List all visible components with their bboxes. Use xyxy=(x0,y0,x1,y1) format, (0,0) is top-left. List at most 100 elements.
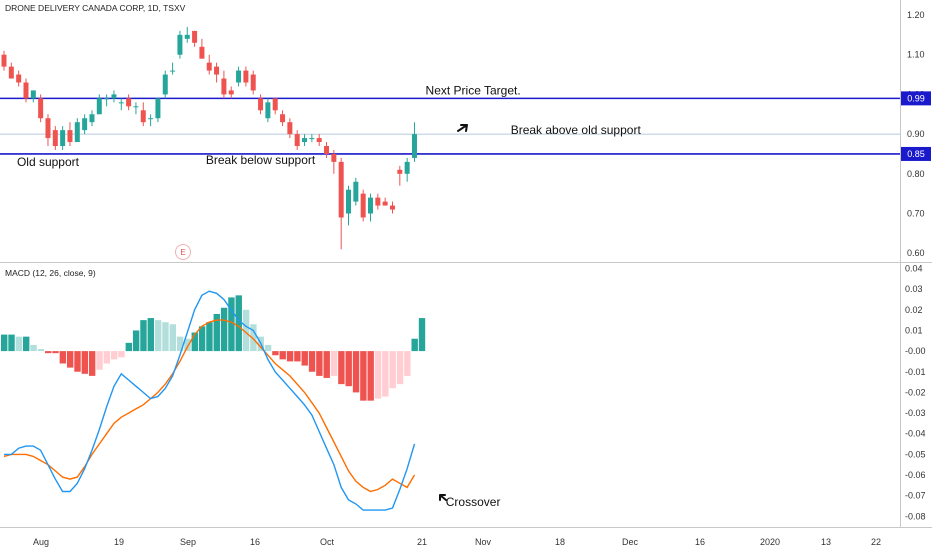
price-axis-tick-label: 0.90 xyxy=(907,129,925,139)
macd-histogram-bar xyxy=(59,351,67,364)
crossover-arrow-icon xyxy=(439,494,447,501)
candle xyxy=(38,94,44,123)
candle xyxy=(111,90,117,103)
candle xyxy=(331,149,337,174)
macd-histogram-bar xyxy=(81,351,89,374)
level-price-badge xyxy=(901,91,931,106)
candle xyxy=(382,197,388,206)
macd-histogram-bar xyxy=(66,351,74,368)
macd-axis-tick-label: -0.06 xyxy=(905,470,926,480)
candle-body xyxy=(8,66,14,79)
macd-axis-tick-label: 0.03 xyxy=(905,284,923,294)
candle-body xyxy=(170,70,176,72)
macd-histogram-bar xyxy=(140,320,147,352)
price-annotation: Next Price Target. xyxy=(426,83,521,97)
price-axis: 1.201.101.000.900.800.700.60 xyxy=(907,10,925,258)
macd-histogram-bar xyxy=(316,351,323,376)
candle-body xyxy=(368,197,373,214)
macd-histogram-bar xyxy=(184,338,191,352)
candle-body xyxy=(111,94,117,99)
candlestick-series xyxy=(1,26,417,250)
candle-body xyxy=(45,118,51,139)
candle xyxy=(206,54,212,75)
earnings-marker[interactable]: E xyxy=(175,244,191,260)
candle-body xyxy=(60,130,66,147)
candle xyxy=(214,62,220,83)
candle-body xyxy=(360,193,366,218)
macd-histogram-bar xyxy=(338,351,345,385)
macd-histogram-bar xyxy=(242,309,250,352)
price-annotation: Old support xyxy=(17,155,80,169)
macd-histogram-bar xyxy=(213,313,220,352)
macd-histogram-bar xyxy=(154,320,162,352)
macd-histogram-bar xyxy=(118,351,125,358)
candle-body xyxy=(184,34,190,39)
macd-histogram-bar xyxy=(228,297,235,352)
candle xyxy=(192,30,198,47)
macd-histogram-bar xyxy=(147,318,154,352)
candle xyxy=(338,157,344,250)
macd-axis-tick-label: 0.01 xyxy=(905,325,923,335)
time-axis-tick-label: 16 xyxy=(250,537,260,547)
time-axis-tick-label: 16 xyxy=(695,537,705,547)
macd-histogram-bar xyxy=(88,351,96,376)
time-axis-tick-label: 21 xyxy=(417,537,427,547)
candle-body xyxy=(148,118,154,120)
time-axis-tick-label: 18 xyxy=(555,537,565,547)
time-axis-tick-label: Sep xyxy=(180,537,196,547)
macd-histogram-bar xyxy=(250,324,257,352)
candle-body xyxy=(309,138,315,140)
macd-histogram-bar xyxy=(198,326,206,352)
candle-body xyxy=(126,98,132,107)
candle-body xyxy=(96,98,102,115)
time-axis-tick-label: Aug xyxy=(33,537,49,547)
candle xyxy=(243,66,249,87)
macd-histogram-bar xyxy=(132,330,140,352)
candle xyxy=(155,98,161,123)
up-arrow-icon xyxy=(457,124,468,132)
macd-axis-tick-label: -0.02 xyxy=(905,387,926,397)
macd-histogram-bar xyxy=(52,351,59,354)
candle-body xyxy=(294,134,300,147)
macd-indicator-label: MACD (12, 26, close, 9) xyxy=(5,268,96,278)
candle xyxy=(60,126,66,150)
macd-line xyxy=(4,290,416,511)
candle xyxy=(1,50,7,71)
candle xyxy=(302,134,308,147)
level-price-badge-label: 0.85 xyxy=(907,149,925,159)
time-axis-tick-label: Nov xyxy=(475,537,492,547)
macd-histogram-bar xyxy=(360,351,367,401)
macd-histogram-bar xyxy=(30,344,37,352)
candle-body xyxy=(316,138,322,143)
macd-histogram-bar xyxy=(264,344,272,352)
macd-histogram-bar xyxy=(235,295,242,352)
candle xyxy=(104,94,110,107)
candle xyxy=(23,78,29,103)
macd-histogram xyxy=(1,295,426,401)
macd-histogram-bar xyxy=(330,351,338,376)
macd-axis: 0.04 0.03 0.02 0.01 -0.00 -0.01 -0.02 -0.03 -0.0… xyxy=(905,264,926,522)
candle-body xyxy=(411,134,417,158)
candle-body xyxy=(1,54,7,67)
macd-histogram-bar xyxy=(367,351,374,401)
candle xyxy=(360,189,366,222)
candle xyxy=(74,118,80,143)
candle-body xyxy=(16,74,22,83)
candle-body xyxy=(30,90,36,99)
price-annotation: Break below support xyxy=(206,153,316,167)
candle xyxy=(236,66,242,87)
macd-histogram-bar xyxy=(162,322,169,352)
candle xyxy=(177,30,183,59)
candle-body xyxy=(382,201,388,206)
price-axis-tick-label: 1.10 xyxy=(907,50,925,60)
macd-histogram-bar xyxy=(374,351,382,399)
annotations: Next Price Target. Break above old suppor… xyxy=(17,83,641,508)
candle-body xyxy=(67,130,73,143)
candle xyxy=(89,110,95,127)
candle-body xyxy=(389,205,395,210)
candle xyxy=(126,94,132,111)
candle xyxy=(199,38,205,59)
symbol-title: DRONE DELIVERY CANADA CORP, 1D, TSXV xyxy=(5,3,186,13)
candle xyxy=(411,122,417,162)
